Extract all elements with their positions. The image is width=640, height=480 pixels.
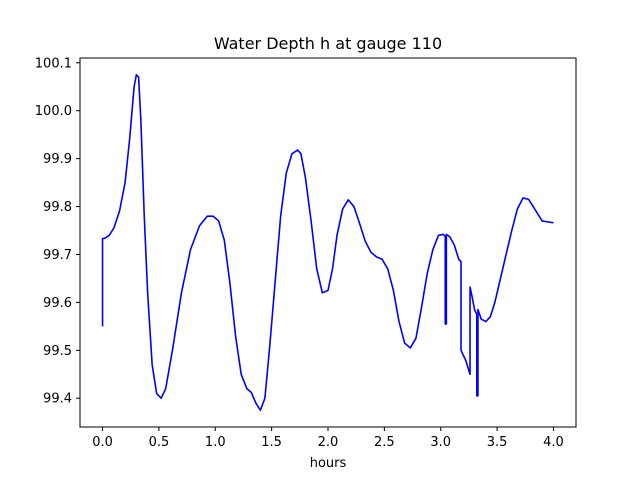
y-tick-label: 100.1: [35, 56, 72, 71]
x-tick-label: 0.5: [149, 435, 170, 450]
plot-frame: [79, 57, 577, 428]
chart-title: Water Depth h at gauge 110: [214, 34, 442, 53]
x-tick-label: 4.0: [543, 435, 564, 450]
y-tick-label: 99.6: [43, 296, 72, 311]
y-tick-label: 99.9: [43, 152, 72, 167]
x-tick-label: 2.5: [374, 435, 395, 450]
x-tick-label: 1.0: [205, 435, 226, 450]
x-tick-label: 1.5: [261, 435, 282, 450]
y-axis-ticks: 99.4 99.5 99.6 99.7 99.8 99.9 100.0 100.1: [35, 56, 80, 407]
series-layer: [101, 73, 554, 412]
y-tick-label: 99.7: [43, 248, 72, 263]
x-axis-ticks: 0.0 0.5 1.0 1.5 2.0 2.5 3.0 3.5 4.0: [92, 427, 564, 450]
x-tick-label: 2.0: [318, 435, 339, 450]
series-line-0: [101, 73, 554, 412]
x-tick-label: 3.0: [430, 435, 451, 450]
y-tick-label: 100.0: [35, 104, 72, 119]
plot-area: [80, 58, 576, 427]
x-axis-label: hours: [310, 456, 347, 471]
x-tick-label: 0.0: [92, 435, 113, 450]
y-tick-label: 99.5: [43, 344, 72, 359]
y-tick-label: 99.4: [43, 392, 72, 407]
y-tick-label: 99.8: [43, 200, 72, 215]
x-tick-label: 3.5: [487, 435, 508, 450]
